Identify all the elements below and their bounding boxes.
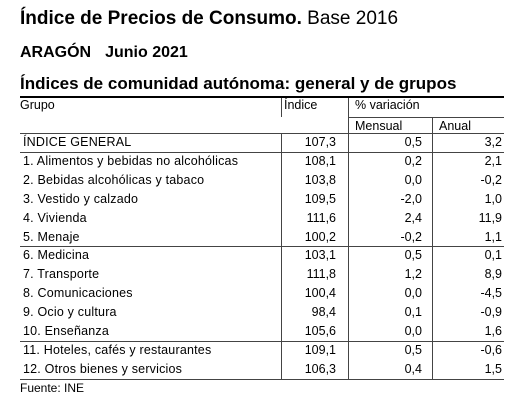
row-mensual-value: 0,0 <box>404 286 422 301</box>
row-mensual-value: -2,0 <box>400 191 422 206</box>
table-row: 7. Transporte 111,8 1,2 8,9 <box>20 265 504 284</box>
row-index-value: 111,6 <box>306 210 336 225</box>
row-index-value: 107,3 <box>304 135 336 149</box>
row-index-value: 108,1 <box>304 153 336 168</box>
row-mensual-value: 0,5 <box>404 342 422 357</box>
row-name: 11. Hoteles, cafés y restaurantes <box>23 342 212 357</box>
divider-variacion <box>348 98 349 117</box>
table-body-top-rule <box>20 133 504 134</box>
row-name: 8. Comunicaciones <box>23 286 133 301</box>
row-index-value: 106,3 <box>304 361 336 376</box>
row-name: 9. Ocio y cultura <box>23 305 117 320</box>
row-mensual-value: 0,0 <box>404 324 422 338</box>
row-mensual-value: 0,5 <box>404 135 422 149</box>
table-row-general: ÍNDICE GENERAL 107,3 0,5 3,2 <box>20 133 504 152</box>
column-header-indice: Índice <box>284 98 318 112</box>
row-anual-value: -0,2 <box>480 172 502 187</box>
top-rule <box>20 96 504 98</box>
row-anual-value: 1,1 <box>484 229 502 244</box>
divider-mensual <box>348 117 349 133</box>
row-index-value: 111,8 <box>306 267 336 282</box>
row-mensual-value: 1,2 <box>404 267 422 282</box>
column-divider <box>432 133 433 379</box>
row-name: 7. Transporte <box>23 267 100 282</box>
row-anual-value: 1,6 <box>484 324 502 338</box>
row-anual-value: 1,5 <box>484 361 502 376</box>
column-header-anual: Anual <box>439 119 471 133</box>
row-name: 5. Menaje <box>23 229 80 244</box>
row-index-value: 100,2 <box>304 229 336 244</box>
row-mensual-value: -0,2 <box>400 229 422 244</box>
row-mensual-value: 0,2 <box>404 153 422 168</box>
row-mensual-value: 0,5 <box>404 248 422 263</box>
title-main: Índice de Precios de Consumo. <box>20 8 302 29</box>
column-header-grupo: Grupo <box>20 98 55 112</box>
column-divider <box>281 133 282 379</box>
table-row: 1. Alimentos y bebidas no alcohólicas 108… <box>20 152 504 171</box>
table-row: 11. Hoteles, cafés y restaurantes 109,1 0,… <box>20 341 504 360</box>
row-name: 12. Otros bienes y servicios <box>23 361 183 376</box>
row-index-value: 109,1 <box>304 342 336 357</box>
table-row: 5. Menaje 100,2 -0,2 1,1 <box>20 228 504 247</box>
title-base: Base 2016 <box>301 8 399 29</box>
section-heading: Índices de comunidad autónoma: general y… <box>20 74 457 93</box>
row-anual-value: 8,9 <box>484 267 502 282</box>
row-anual-value: 2,1 <box>484 153 502 168</box>
table-row: 9. Ocio y cultura 98,4 0,1 -0,9 <box>20 303 504 322</box>
group-separator <box>20 340 504 342</box>
row-name: 1. Alimentos y bebidas no alcohólicas <box>23 153 239 168</box>
row-index-value: 98,4 <box>311 305 336 320</box>
row-anual-value: 3,2 <box>484 135 502 149</box>
table-row: 4. Vivienda 111,6 2,4 11,9 <box>20 209 504 228</box>
column-divider <box>348 133 349 379</box>
row-anual-value: 1,0 <box>484 191 502 206</box>
divider-indice <box>281 98 282 117</box>
row-index-value: 109,5 <box>304 191 336 206</box>
region-label: ARAGÓN <box>20 44 92 61</box>
table-row: 2. Bebidas alcohólicas y tabaco 103,8 0,0 -… <box>20 171 504 190</box>
table-row: 8. Comunicaciones 100,4 0,0 -4,5 <box>20 284 504 303</box>
row-mensual-value: 0,0 <box>404 172 422 187</box>
column-header-mensual: Mensual <box>355 119 403 133</box>
column-header-variacion: % variación <box>355 98 420 112</box>
table-row: 6. Medicina 103,1 0,5 0,1 <box>20 246 504 265</box>
group-separator <box>20 151 504 153</box>
divider-anual <box>432 117 433 133</box>
row-anual-value: 0,1 <box>484 248 502 263</box>
row-name: 3. Vestido y calzado <box>23 191 139 206</box>
page-title: Índice de Precios de Consumo. Base 2016 <box>20 8 398 30</box>
row-index-value: 103,1 <box>304 248 336 263</box>
row-anual-value: -0,6 <box>480 342 502 357</box>
group-separator <box>20 246 504 248</box>
table-row: 12. Otros bienes y servicios 106,3 0,4 1,5 <box>20 360 504 379</box>
row-anual-value: -0,9 <box>480 305 502 320</box>
row-index-value: 100,4 <box>304 286 336 301</box>
row-index-value: 103,8 <box>304 172 336 187</box>
row-mensual-value: 2,4 <box>404 210 422 225</box>
row-anual-value: 11,9 <box>478 210 502 225</box>
row-anual-value: -4,5 <box>480 286 502 301</box>
row-index-value: 105,6 <box>304 324 336 338</box>
source-note: Fuente: INE <box>20 381 85 395</box>
group-separator <box>20 378 504 380</box>
row-mensual-value: 0,4 <box>404 361 422 376</box>
divider-variacion-under <box>348 117 504 118</box>
row-name: 2. Bebidas alcohólicas y tabaco <box>23 172 205 187</box>
row-name: 4. Vivienda <box>23 210 87 225</box>
date-label: Junio 2021 <box>105 44 188 61</box>
row-name: ÍNDICE GENERAL <box>23 135 132 149</box>
region-date-line: ARAGÓN Junio 2021 <box>20 44 188 62</box>
table-row: 10. Enseñanza 105,6 0,0 1,6 <box>20 322 504 341</box>
table-row: 3. Vestido y calzado 109,5 -2,0 1,0 <box>20 190 504 209</box>
row-name: 10. Enseñanza <box>23 324 109 338</box>
row-name: 6. Medicina <box>23 248 90 263</box>
row-mensual-value: 0,1 <box>404 305 422 320</box>
